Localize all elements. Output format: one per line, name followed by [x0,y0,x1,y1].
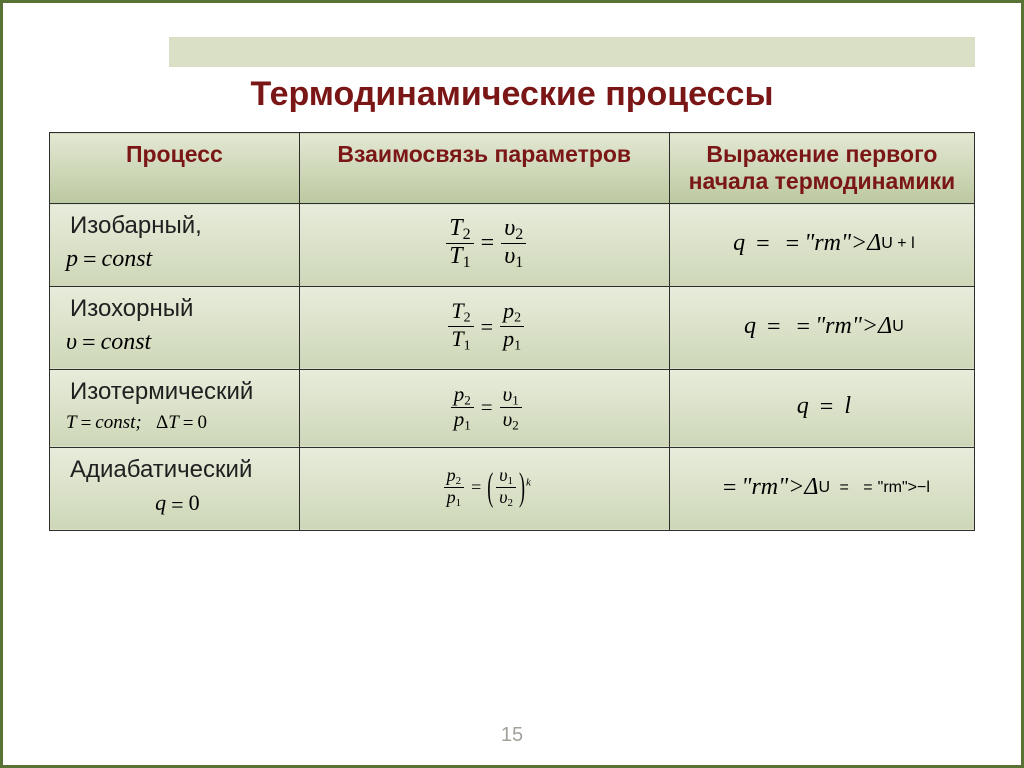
table-row: Адиабатический q=0 p2 p1 =( υ1 υ2 )k ="rm… [50,447,975,530]
first-law-formula: q = ="rm">Δ [744,313,892,341]
first-law-cell: q = l [669,369,974,447]
process-cell: Изохорный υ=const [50,286,300,369]
relation-formula: p2 p1 = υ1 υ2 [449,383,524,432]
process-name: Изобарный, [64,212,289,240]
process-name: Изотермический [64,378,289,406]
page-number: 15 [3,724,1021,747]
content-area: Термодинамические процессы Процесс Взаим… [3,3,1021,591]
process-condition: T=const; ΔT=0 [64,412,289,435]
slide-frame: Термодинамические процессы Процесс Взаим… [0,0,1024,768]
process-condition: q=0 [64,490,289,518]
col-header-relation: Взаимосвязь параметров [299,133,669,204]
table-row: Изобарный, p=const T2 T1 = υ2 υ1 q = ="r… [50,204,975,287]
col-header-process: Процесс [50,133,300,204]
first-law-formula: q = ="rm">Δ [733,230,881,258]
process-cell: Изобарный, p=const [50,204,300,287]
relation-formula: T2 T1 = υ2 υ1 [444,216,528,273]
process-condition: p=const [64,246,289,274]
first-law-cell: q = ="rm">ΔU [669,286,974,369]
process-name: Изохорный [64,295,289,323]
first-law-cell: q = ="rm">ΔU + l [669,204,974,287]
relation-cell: p2 p1 =( υ1 υ2 )k [299,447,669,530]
process-name: Адиабатический [64,456,289,484]
table-row: Изотермический T=const; ΔT=0 p2 p1 = υ1 … [50,369,975,447]
table-header-row: Процесс Взаимосвязь параметров Выражение… [50,133,975,204]
process-condition: υ=const [64,329,289,357]
first-law-cell: ="rm">ΔU = ="rm">−l [669,447,974,530]
relation-formula: T2 T1 = p2 p1 [446,299,526,354]
thermo-processes-table: Процесс Взаимосвязь параметров Выражение… [49,132,975,531]
first-law-formula: q = l [797,393,851,421]
page-title: Термодинамические процессы [49,75,975,114]
relation-cell: p2 p1 = υ1 υ2 [299,369,669,447]
table-row: Изохорный υ=const T2 T1 = p2 p1 q = ="rm… [50,286,975,369]
relation-cell: T2 T1 = p2 p1 [299,286,669,369]
relation-formula: p2 p1 =( υ1 υ2 )k [442,466,531,510]
decorative-top-bar [169,37,975,67]
relation-cell: T2 T1 = υ2 υ1 [299,204,669,287]
process-cell: Адиабатический q=0 [50,447,300,530]
col-header-first-law: Выражение первого начала термодинамики [669,133,974,204]
process-cell: Изотермический T=const; ΔT=0 [50,369,300,447]
first-law-formula: ="rm">Δ [718,474,819,502]
